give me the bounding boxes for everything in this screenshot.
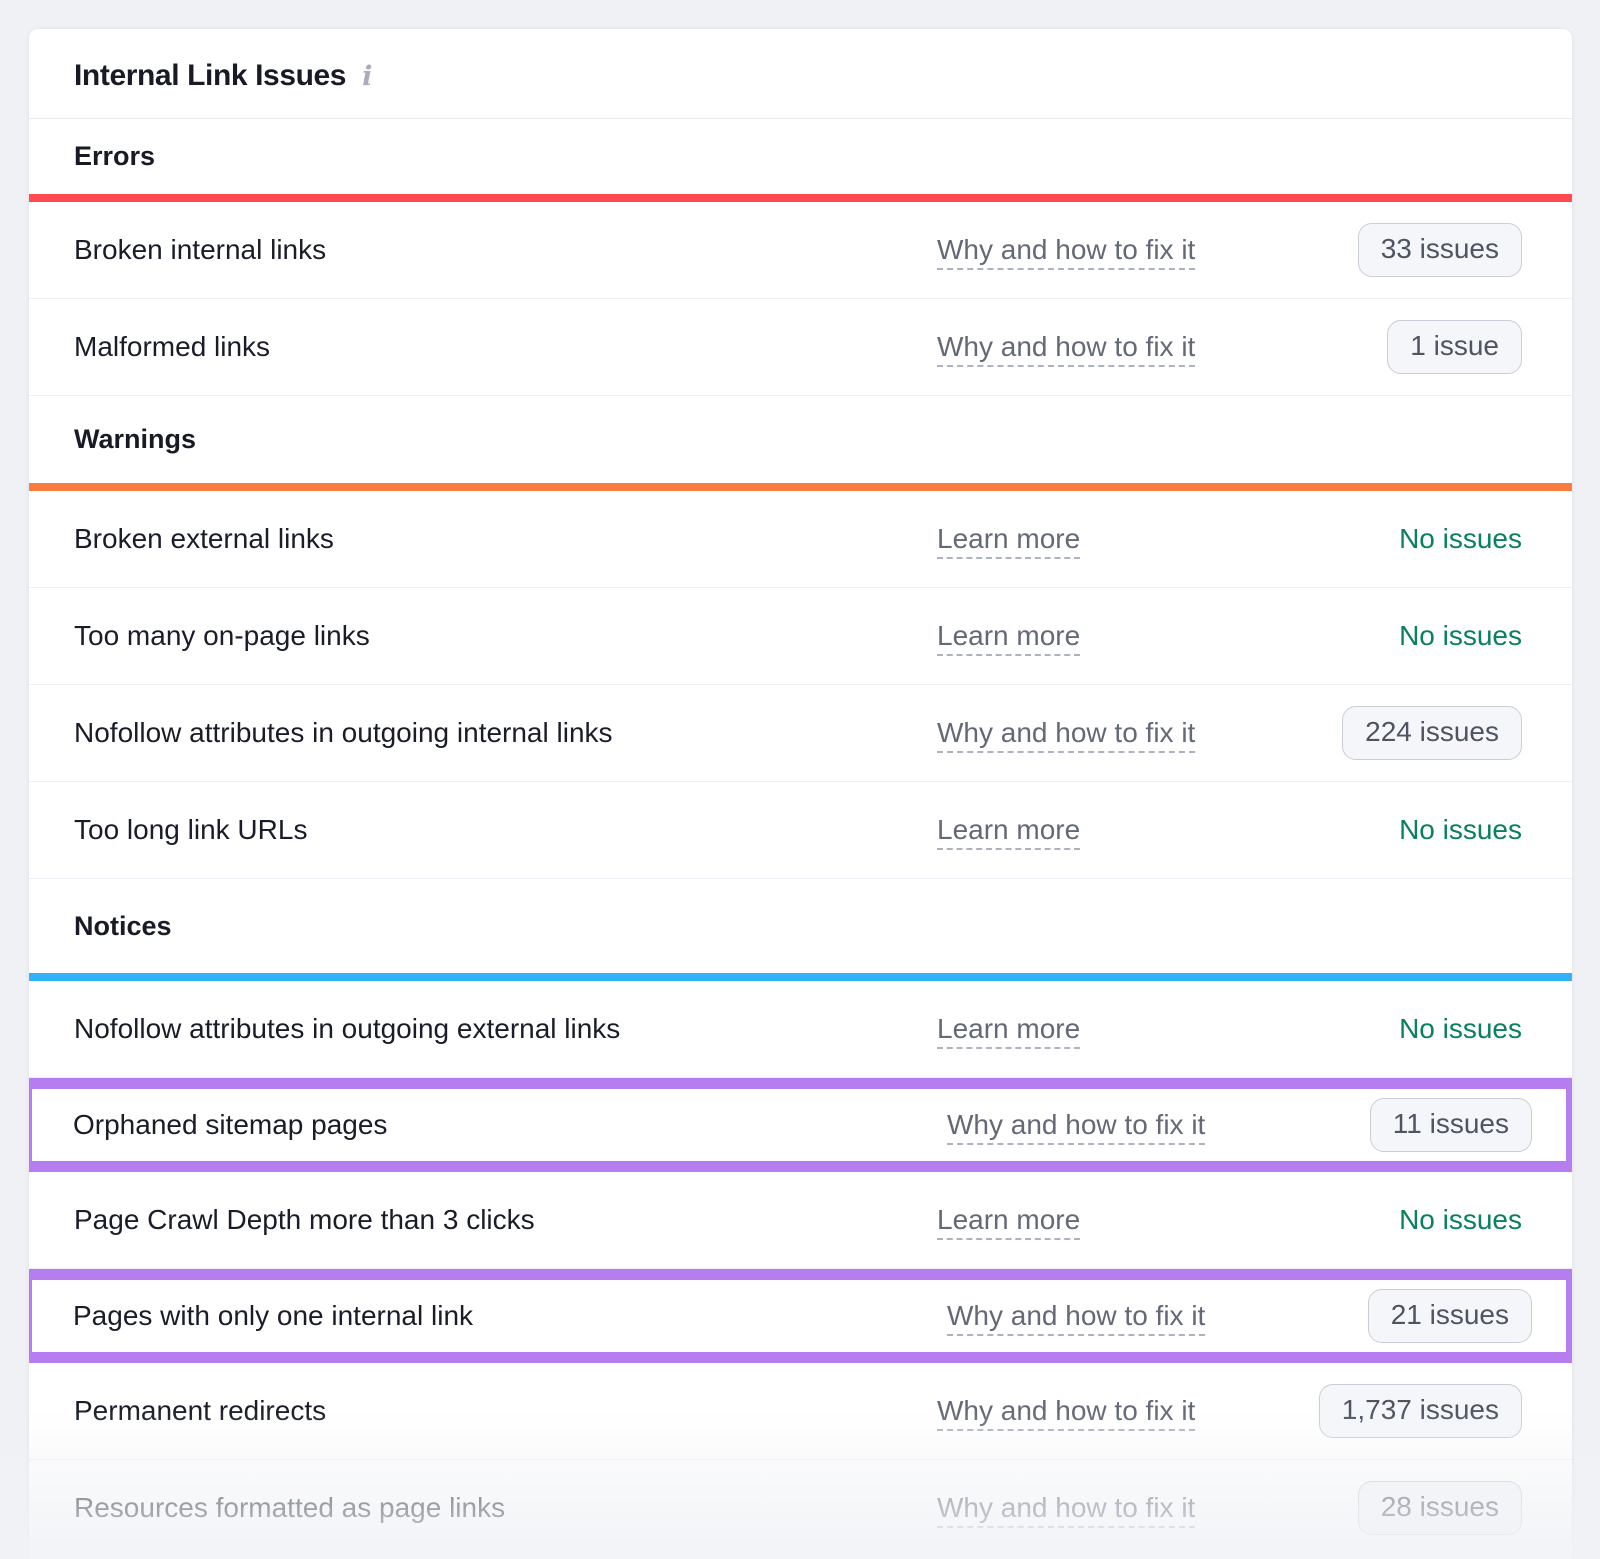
issue-status-col: 28 issues [1267, 1481, 1522, 1535]
issue-status-col: No issues [1267, 814, 1522, 846]
internal-link-issues-card: Internal Link Issues i Errors Broken int… [28, 28, 1573, 1559]
annotation-highlight-box: Pages with only one internal link Why an… [29, 1269, 1572, 1363]
section-severity-bar [29, 973, 1572, 981]
issue-status-col: No issues [1267, 523, 1522, 555]
issue-status-col: 224 issues [1267, 706, 1522, 760]
issue-help-link[interactable]: Why and how to fix it [937, 717, 1196, 753]
issue-status-col: No issues [1267, 620, 1522, 652]
no-issues-status: No issues [1399, 523, 1522, 554]
issue-label: Too long link URLs [74, 814, 308, 845]
issue-help-link[interactable]: Why and how to fix it [937, 234, 1196, 270]
issue-label: Permanent redirects [74, 1395, 327, 1426]
issue-row: Orphaned sitemap pages Why and how to fi… [32, 1089, 1566, 1161]
sections-root: Errors Broken internal links Why and how… [29, 119, 1572, 1557]
section-title: Errors [74, 141, 156, 171]
issue-label: Pages with only one internal link [73, 1300, 474, 1331]
issue-row: Permanent redirects Why and how to fix i… [29, 1363, 1572, 1460]
no-issues-status: No issues [1399, 620, 1522, 651]
section-rows: Broken external links Learn more No issu… [29, 491, 1572, 879]
issues-count-badge[interactable]: 11 issues [1369, 1098, 1532, 1152]
issue-status-col: 11 issues [1277, 1098, 1532, 1152]
issue-link-col: Why and how to fix it [937, 234, 1267, 270]
issue-row: Nofollow attributes in outgoing external… [29, 981, 1572, 1078]
issue-status-col: No issues [1267, 1204, 1522, 1236]
issue-link-col: Why and how to fix it [947, 1300, 1277, 1336]
section-severity-bar [29, 194, 1572, 202]
issue-label: Orphaned sitemap pages [73, 1109, 388, 1140]
issue-section: Notices Nofollow attributes in outgoing … [29, 879, 1572, 1557]
issues-count-badge[interactable]: 1 issue [1387, 320, 1522, 374]
issue-link-col: Learn more [937, 620, 1267, 656]
issue-row: Too long link URLs Learn more No issues [29, 782, 1572, 879]
info-icon[interactable]: i [362, 61, 373, 92]
section-rows: Nofollow attributes in outgoing external… [29, 981, 1572, 1557]
issue-status-col: 1,737 issues [1267, 1384, 1522, 1438]
issue-help-link[interactable]: Learn more [937, 1204, 1081, 1240]
issue-label: Broken external links [74, 523, 334, 554]
issue-label: Too many on-page links [74, 620, 370, 651]
issue-link-col: Learn more [937, 1204, 1267, 1240]
issue-link-col: Why and how to fix it [937, 1395, 1267, 1431]
issue-link-col: Why and how to fix it [937, 1492, 1267, 1528]
issue-help-link[interactable]: Why and how to fix it [947, 1109, 1206, 1145]
issue-section: Warnings Broken external links Learn mor… [29, 396, 1572, 879]
issues-count-badge[interactable]: 224 issues [1342, 706, 1522, 760]
issue-label: Broken internal links [74, 234, 327, 265]
issue-help-link[interactable]: Learn more [937, 814, 1081, 850]
no-issues-status: No issues [1399, 814, 1522, 845]
issue-link-col: Why and how to fix it [937, 331, 1267, 367]
section-severity-bar [29, 483, 1572, 491]
issues-count-badge[interactable]: 1,737 issues [1318, 1384, 1522, 1438]
issue-help-link[interactable]: Why and how to fix it [947, 1300, 1206, 1336]
issue-link-col: Learn more [937, 1013, 1267, 1049]
no-issues-status: No issues [1399, 1013, 1522, 1044]
issue-help-link[interactable]: Learn more [937, 523, 1081, 559]
issue-help-link[interactable]: Learn more [937, 620, 1081, 656]
no-issues-status: No issues [1399, 1204, 1522, 1235]
issue-status-col: No issues [1267, 1013, 1522, 1045]
issues-count-badge[interactable]: 21 issues [1367, 1289, 1532, 1343]
issue-row: Nofollow attributes in outgoing internal… [29, 685, 1572, 782]
issue-section: Errors Broken internal links Why and how… [29, 119, 1572, 396]
section-rows: Broken internal links Why and how to fix… [29, 202, 1572, 396]
issue-help-link[interactable]: Why and how to fix it [937, 331, 1196, 367]
issues-count-badge[interactable]: 33 issues [1357, 223, 1522, 277]
issue-row: Broken internal links Why and how to fix… [29, 202, 1572, 299]
section-title: Notices [74, 911, 172, 941]
issue-label: Nofollow attributes in outgoing internal… [74, 717, 613, 748]
issue-link-col: Learn more [937, 523, 1267, 559]
issue-row: Malformed links Why and how to fix it 1 … [29, 299, 1572, 396]
issue-row: Resources formatted as page links Why an… [29, 1460, 1572, 1557]
issue-status-col: 21 issues [1277, 1289, 1532, 1343]
issue-row: Too many on-page links Learn more No iss… [29, 588, 1572, 685]
issue-status-col: 1 issue [1267, 320, 1522, 374]
issue-link-col: Why and how to fix it [947, 1109, 1277, 1145]
issue-help-link[interactable]: Why and how to fix it [937, 1492, 1196, 1528]
issue-row: Broken external links Learn more No issu… [29, 491, 1572, 588]
issue-label: Page Crawl Depth more than 3 clicks [74, 1204, 535, 1235]
issue-status-col: 33 issues [1267, 223, 1522, 277]
issue-help-link[interactable]: Learn more [937, 1013, 1081, 1049]
section-title: Warnings [74, 424, 197, 454]
issue-label: Resources formatted as page links [74, 1492, 506, 1523]
issues-count-badge[interactable]: 28 issues [1357, 1481, 1522, 1535]
issue-label: Malformed links [74, 331, 271, 362]
annotation-highlight-box: Orphaned sitemap pages Why and how to fi… [29, 1078, 1572, 1172]
issue-row: Pages with only one internal link Why an… [32, 1280, 1566, 1352]
issue-label: Nofollow attributes in outgoing external… [74, 1013, 621, 1044]
issue-link-col: Learn more [937, 814, 1267, 850]
issue-link-col: Why and how to fix it [937, 717, 1267, 753]
card-title: Internal Link Issues [74, 59, 347, 92]
card-header: Internal Link Issues i [29, 29, 1572, 119]
issue-help-link[interactable]: Why and how to fix it [937, 1395, 1196, 1431]
issue-row: Page Crawl Depth more than 3 clicks Lear… [29, 1172, 1572, 1269]
